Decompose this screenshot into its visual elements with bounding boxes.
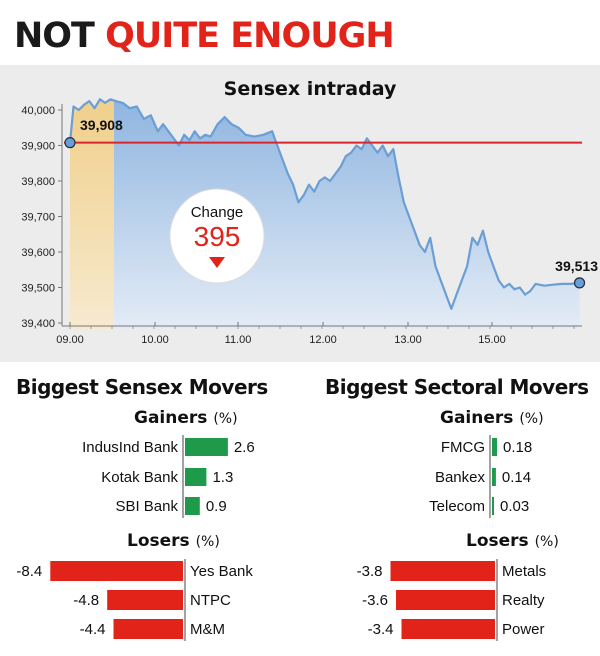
x-tick-label: 12.00 bbox=[309, 334, 337, 346]
sectoral-gainers-unit: (%) bbox=[519, 411, 544, 427]
x-tick-label: 10.00 bbox=[141, 334, 169, 346]
sensex-losers-label: Losers bbox=[127, 531, 190, 551]
sensex-movers-title: Biggest Sensex Movers bbox=[16, 375, 268, 399]
sectoral-gainers-heading: Gainers (%) bbox=[440, 408, 544, 428]
x-tick-label: 15.00 bbox=[478, 334, 506, 346]
open-marker bbox=[64, 137, 76, 149]
sectoral-loser-bar bbox=[401, 619, 495, 639]
sensex-gainer-value: 0.9 bbox=[206, 498, 227, 515]
sectoral-losers-chart: -3.8 Metals -3.6 Realty -3.4 Power bbox=[357, 559, 546, 641]
sectoral-gainer-label: Bankex bbox=[435, 469, 486, 486]
sectoral-gainer-value: 0.14 bbox=[502, 469, 531, 486]
sectoral-gainer-value: 0.03 bbox=[500, 498, 529, 515]
sensex-loser-value: -8.4 bbox=[16, 563, 42, 580]
x-tick-label: 09.00 bbox=[56, 334, 84, 346]
y-tick-label: 39,500 bbox=[21, 283, 55, 295]
sensex-loser-label: M&M bbox=[190, 621, 225, 638]
sensex-gainer-label: Kotak Bank bbox=[101, 469, 178, 486]
sensex-gainer-bar bbox=[185, 438, 228, 456]
sensex-losers-chart: -8.4 Yes Bank -4.8 NTPC -4.4 M&M bbox=[16, 559, 253, 641]
sensex-gainer-label: IndusInd Bank bbox=[82, 439, 178, 456]
sectoral-loser-value: -3.8 bbox=[357, 563, 383, 580]
sensex-losers-heading: Losers (%) bbox=[127, 531, 220, 551]
sectoral-gainer-label: Telecom bbox=[429, 498, 485, 515]
sensex-loser-label: Yes Bank bbox=[190, 563, 253, 580]
y-tick-label: 39,900 bbox=[21, 141, 55, 153]
sensex-loser-label: NTPC bbox=[190, 592, 231, 609]
x-axis: 09.00 10.00 11.00 12.00 13.00 15.00 bbox=[56, 322, 582, 346]
sensex-gainer-label: SBI Bank bbox=[115, 498, 178, 515]
headline-part-1: NOT bbox=[14, 16, 95, 56]
sensex-loser-bar bbox=[113, 619, 183, 639]
y-tick-label: 39,400 bbox=[21, 318, 55, 330]
sensex-gainer-value: 1.3 bbox=[212, 469, 233, 486]
sensex-loser-value: -4.4 bbox=[80, 621, 106, 638]
sectoral-losers-heading: Losers (%) bbox=[466, 531, 559, 551]
sectoral-gainer-bar bbox=[492, 497, 494, 515]
sectoral-gainer-bar bbox=[492, 438, 497, 456]
headline: NOT QUITE ENOUGH bbox=[14, 14, 395, 58]
sectoral-loser-bar bbox=[396, 590, 495, 610]
change-label: Change bbox=[191, 204, 244, 221]
sensex-loser-value: -4.8 bbox=[73, 592, 99, 609]
markers: 39,908 39,513 bbox=[64, 117, 598, 289]
sensex-loser-bar bbox=[107, 590, 183, 610]
sensex-loser-bar bbox=[50, 561, 183, 581]
sectoral-gainer-value: 0.18 bbox=[503, 439, 532, 456]
sectoral-losers-unit: (%) bbox=[534, 534, 559, 550]
close-value-label: 39,513 bbox=[555, 258, 598, 274]
sectoral-loser-bar bbox=[390, 561, 495, 581]
y-tick-label: 40,000 bbox=[21, 105, 55, 117]
down-arrow-icon bbox=[209, 257, 225, 268]
y-tick-label: 39,700 bbox=[21, 212, 55, 224]
sectoral-gainer-label: FMCG bbox=[441, 439, 485, 456]
open-value-label: 39,908 bbox=[80, 117, 123, 133]
change-circle bbox=[169, 188, 265, 284]
sectoral-loser-value: -3.4 bbox=[368, 621, 394, 638]
sensex-intraday-chart: Sensex intraday 40,000 39,900 39,800 39,700… bbox=[0, 65, 600, 362]
y-axis: 40,000 39,900 39,800 39,700 39,600 39,500 39,4… bbox=[21, 104, 63, 330]
sensex-gainers-chart: IndusInd Bank 2.6 Kotak Bank 1.3 SBI Bank 0.9 bbox=[82, 435, 255, 518]
sectoral-loser-label: Realty bbox=[502, 592, 545, 609]
sectoral-losers-label: Losers bbox=[466, 531, 529, 551]
y-tick-label: 39,600 bbox=[21, 247, 55, 259]
sectoral-gainers-chart: FMCG 0.18 Bankex 0.14 Telecom 0.03 bbox=[429, 435, 532, 518]
sensex-gainer-bar bbox=[185, 468, 207, 486]
series-line bbox=[68, 98, 580, 310]
close-marker bbox=[573, 277, 586, 289]
x-tick-label: 11.00 bbox=[225, 334, 252, 346]
y-tick-label: 39,800 bbox=[21, 176, 55, 188]
change-value: 395 bbox=[194, 221, 241, 252]
sensex-gainers-label: Gainers bbox=[134, 408, 208, 428]
x-tick-label: 13.00 bbox=[394, 334, 422, 346]
sectoral-loser-label: Metals bbox=[502, 563, 546, 580]
sensex-gainers-heading: Gainers (%) bbox=[134, 408, 238, 428]
sectoral-movers-title: Biggest Sectoral Movers bbox=[325, 375, 589, 399]
sensex-gainer-bar bbox=[185, 497, 200, 515]
opening-area-fill bbox=[70, 99, 114, 330]
sensex-gainers-unit: (%) bbox=[213, 411, 238, 427]
headline-part-2: QUITE ENOUGH bbox=[105, 16, 395, 56]
sectoral-gainer-bar bbox=[492, 468, 496, 486]
sensex-gainer-value: 2.6 bbox=[234, 439, 255, 456]
sectoral-loser-label: Power bbox=[502, 621, 545, 638]
sensex-losers-unit: (%) bbox=[195, 534, 220, 550]
sectoral-gainers-label: Gainers bbox=[440, 408, 514, 428]
chart-title: Sensex intraday bbox=[224, 78, 397, 100]
sectoral-loser-value: -3.6 bbox=[362, 592, 388, 609]
